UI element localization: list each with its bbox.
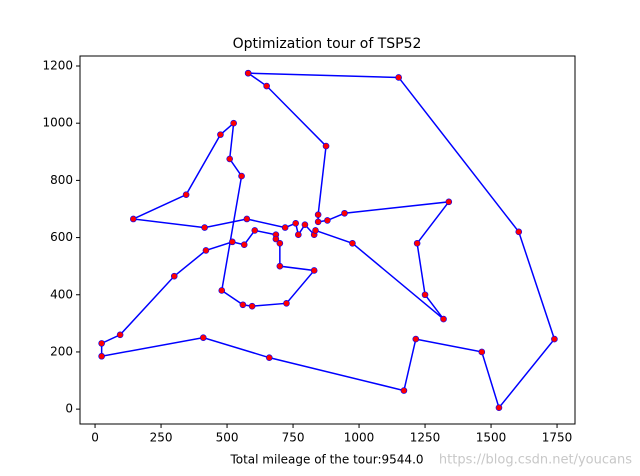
- city-marker: [202, 247, 210, 254]
- city-marker: [440, 315, 447, 323]
- city-marker: [400, 387, 408, 394]
- city-marker: [217, 131, 224, 138]
- city-marker: [322, 142, 330, 150]
- chart-title: Optimization tour of TSP52: [233, 36, 422, 52]
- y-tick-label: 1000: [42, 116, 73, 130]
- city-marker: [421, 291, 429, 299]
- city-marker: [130, 215, 137, 223]
- city-marker: [201, 224, 208, 231]
- city-marker: [272, 235, 280, 243]
- city-marker: [229, 238, 236, 246]
- city-marker: [170, 272, 178, 280]
- y-tick-label: 400: [50, 287, 73, 301]
- city-marker: [495, 404, 503, 412]
- x-tick-label: 1750: [542, 431, 573, 445]
- watermark: https://blog.csdn.net/youcans: [439, 453, 632, 468]
- x-tick-label: 1250: [410, 431, 441, 445]
- city-marker: [240, 241, 248, 249]
- city-marker: [341, 209, 348, 217]
- city-marker: [226, 155, 233, 163]
- city-marker: [301, 221, 309, 229]
- x-tick-label: 750: [282, 431, 305, 445]
- city-marker: [238, 172, 245, 180]
- y-tick-label: 200: [50, 344, 73, 358]
- city-marker: [413, 239, 421, 247]
- city-marker: [349, 239, 356, 247]
- city-marker: [445, 198, 453, 206]
- city-marker: [199, 334, 207, 341]
- city-marker: [314, 211, 322, 218]
- city-marker: [276, 262, 284, 270]
- city-marker: [251, 227, 259, 234]
- city-marker: [98, 352, 105, 360]
- city-marker: [292, 219, 299, 227]
- x-tick-label: 250: [150, 431, 173, 445]
- x-tick-label: 1500: [476, 431, 507, 445]
- city-marker: [239, 301, 247, 309]
- city-marker: [244, 69, 252, 77]
- city-marker: [276, 239, 284, 247]
- y-tick-label: 1200: [42, 59, 73, 73]
- city-marker: [312, 227, 319, 234]
- city-marker: [412, 335, 420, 343]
- city-marker: [248, 302, 256, 310]
- x-tick-label: 500: [216, 431, 239, 445]
- city-marker: [310, 267, 318, 274]
- plot-frame: [79, 55, 576, 425]
- city-marker: [230, 119, 237, 127]
- city-marker: [243, 215, 251, 223]
- x-axis-label: Total mileage of the tour:9544.0: [229, 453, 423, 467]
- city-marker: [515, 228, 523, 236]
- y-tick-label: 0: [65, 402, 73, 416]
- city-marker: [295, 231, 302, 239]
- x-tick-label: 0: [91, 431, 99, 445]
- city-marker: [116, 331, 124, 339]
- city-marker: [281, 224, 289, 231]
- city-marker: [283, 300, 290, 307]
- city-marker: [324, 217, 331, 224]
- city-marker: [218, 287, 226, 294]
- y-tick-label: 600: [50, 230, 73, 244]
- city-marker: [551, 335, 558, 343]
- city-marker: [182, 191, 190, 198]
- city-marker: [314, 218, 322, 226]
- y-tick-label: 800: [50, 173, 73, 187]
- city-marker: [263, 82, 270, 90]
- city-marker: [478, 348, 486, 356]
- city-marker: [395, 74, 402, 81]
- city-marker: [98, 340, 105, 347]
- city-marker: [265, 354, 273, 361]
- x-tick-label: 1000: [344, 431, 375, 445]
